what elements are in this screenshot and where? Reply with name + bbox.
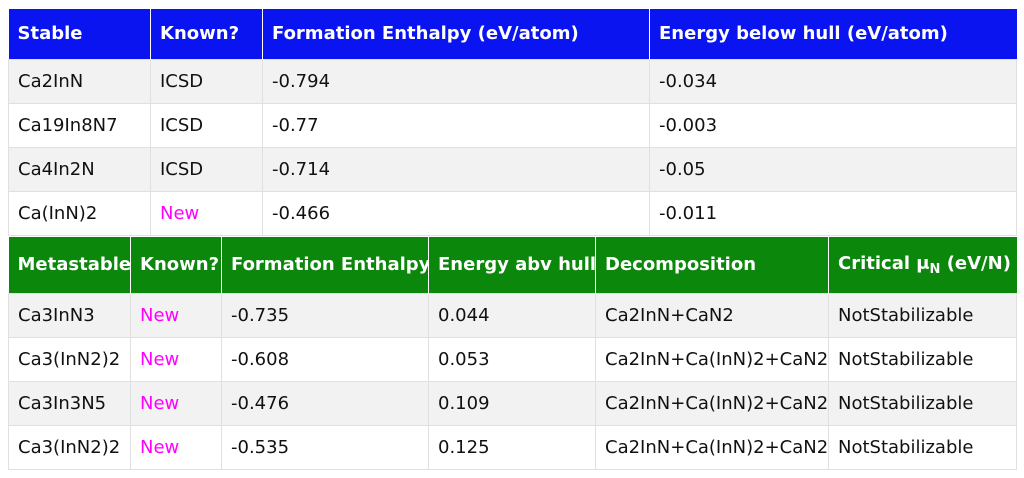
energy-below-hull-cell: -0.003 [649, 102, 1017, 148]
formation-enthalpy-cell: -0.735 [221, 292, 429, 338]
table-row: Ca3InN3 New -0.735 0.044 Ca2InN+CaN2 Not… [8, 292, 1017, 338]
compound-cell: Ca3In3N5 [8, 380, 131, 426]
known-cell: ICSD [150, 58, 263, 104]
known-cell: ICSD [150, 102, 263, 148]
energy-below-hull-cell: -0.05 [649, 146, 1017, 192]
decomposition-cell: Ca2InN+CaN2 [595, 292, 829, 338]
table-row: Ca3(InN2)2 New -0.608 0.053 Ca2InN+Ca(In… [8, 336, 1017, 382]
stable-header-row: Stable Known? Formation Enthalpy (eV/ato… [8, 9, 1017, 59]
known-cell: New [150, 190, 263, 236]
table-row: Ca3(InN2)2 New -0.535 0.125 Ca2InN+Ca(In… [8, 424, 1017, 470]
known-cell: New [130, 336, 222, 382]
formation-enthalpy-cell: -0.466 [262, 190, 650, 236]
compound-cell: Ca3(InN2)2 [8, 336, 131, 382]
header-stable: Stable [8, 9, 151, 59]
energy-above-hull-cell: 0.109 [428, 380, 596, 426]
header-energy-above-hull: Energy abv hull [428, 237, 596, 293]
header-energy-below-hull: Energy below hull (eV/atom) [649, 9, 1017, 59]
known-cell: New [130, 292, 222, 338]
decomposition-cell: Ca2InN+Ca(InN)2+CaN2 [595, 380, 829, 426]
energy-above-hull-cell: 0.125 [428, 424, 596, 470]
metastable-table: Metastable Known? Formation Enthalpy Ene… [8, 237, 1017, 470]
metastable-header-row: Metastable Known? Formation Enthalpy Ene… [8, 237, 1017, 293]
table-row: Ca3In3N5 New -0.476 0.109 Ca2InN+Ca(InN)… [8, 380, 1017, 426]
known-cell: New [130, 424, 222, 470]
formation-enthalpy-cell: -0.476 [221, 380, 429, 426]
critical-mu-cell: NotStabilizable [828, 424, 1017, 470]
critical-mu-cell: NotStabilizable [828, 336, 1017, 382]
table-row: Ca4In2N ICSD -0.714 -0.05 [8, 146, 1017, 192]
decomposition-cell: Ca2InN+Ca(InN)2+CaN2 [595, 424, 829, 470]
header-formation-enthalpy: Formation Enthalpy [221, 237, 429, 293]
stable-table: Stable Known? Formation Enthalpy (eV/ato… [8, 9, 1017, 236]
known-cell: New [130, 380, 222, 426]
compound-cell: Ca3InN3 [8, 292, 131, 338]
compound-cell: Ca3(InN2)2 [8, 424, 131, 470]
header-formation-enthalpy: Formation Enthalpy (eV/atom) [262, 9, 650, 59]
compound-cell: Ca2InN [8, 58, 151, 104]
table-row: Ca2InN ICSD -0.794 -0.034 [8, 58, 1017, 104]
energy-below-hull-cell: -0.011 [649, 190, 1017, 236]
formation-enthalpy-cell: -0.535 [221, 424, 429, 470]
header-metastable: Metastable [8, 237, 131, 293]
compound-cell: Ca4In2N [8, 146, 151, 192]
header-known: Known? [130, 237, 222, 293]
compound-cell: Ca19In8N7 [8, 102, 151, 148]
formation-enthalpy-cell: -0.608 [221, 336, 429, 382]
known-cell: ICSD [150, 146, 263, 192]
energy-below-hull-cell: -0.034 [649, 58, 1017, 104]
critical-mu-cell: NotStabilizable [828, 292, 1017, 338]
energy-above-hull-cell: 0.053 [428, 336, 596, 382]
critical-header-suffix: (eV/N) [940, 252, 1011, 274]
header-decomposition: Decomposition [595, 237, 829, 293]
table-row: Ca19In8N7 ICSD -0.77 -0.003 [8, 102, 1017, 148]
critical-mu-cell: NotStabilizable [828, 380, 1017, 426]
formation-enthalpy-cell: -0.714 [262, 146, 650, 192]
formation-enthalpy-cell: -0.77 [262, 102, 650, 148]
formation-enthalpy-cell: -0.794 [262, 58, 650, 104]
critical-header-prefix: Critical μ [838, 252, 930, 274]
critical-header-subscript: N [929, 261, 941, 277]
compound-cell: Ca(InN)2 [8, 190, 151, 236]
header-known: Known? [150, 9, 263, 59]
energy-above-hull-cell: 0.044 [428, 292, 596, 338]
table-row: Ca(InN)2 New -0.466 -0.011 [8, 190, 1017, 236]
header-critical-mu: Critical μN (eV/N) [828, 237, 1017, 293]
decomposition-cell: Ca2InN+Ca(InN)2+CaN2 [595, 336, 829, 382]
